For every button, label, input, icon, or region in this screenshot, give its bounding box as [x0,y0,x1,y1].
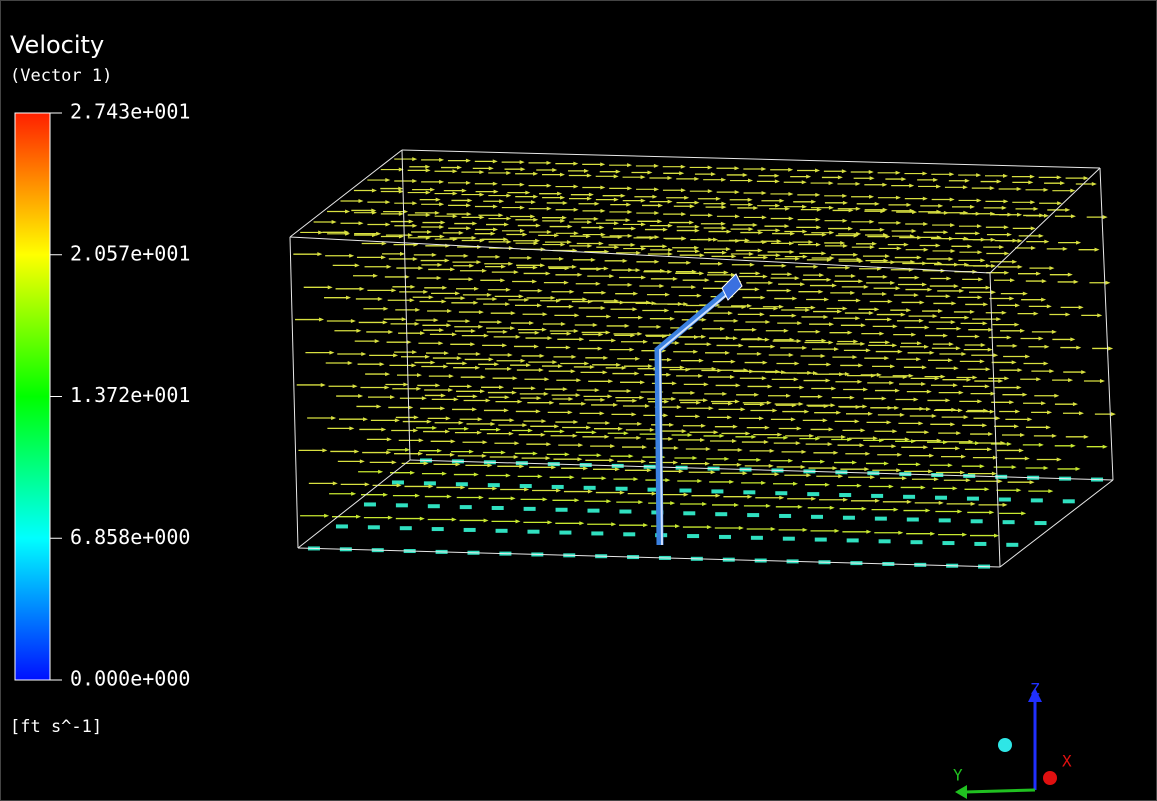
floor-vector [520,484,532,488]
floor-vector [1063,499,1075,503]
floor-vector [743,490,755,494]
floor-vector [903,495,915,499]
floor-vector [935,496,947,500]
legend-subtitle: (Vector 1) [10,66,112,86]
floor-vector [591,531,603,535]
legend-units: [ft s^-1] [10,717,102,737]
floor-vector [527,530,539,534]
floor-vector [679,489,691,493]
floor-vector [456,482,468,486]
floor-vector [719,535,731,539]
floor-vector [556,508,568,512]
viewer: Velocity (Vector 1) 2.743e+001 2.057e+001… [0,0,1157,801]
floor-vector [871,494,883,498]
floor-vector [336,524,348,528]
floor-vector [815,538,827,542]
floor-vector [839,493,851,497]
floor-vector [967,497,979,501]
x-label: X [1062,752,1072,771]
floor-vector [1031,498,1043,502]
floor-vector [428,504,440,508]
triad-origin-sphere [998,738,1012,752]
color-bar [15,113,50,680]
floor-vector [584,486,596,490]
floor-vector [879,539,891,543]
floor-vector [715,512,727,516]
y-label: Y [953,766,963,785]
floor-vector [974,542,986,546]
floor-vector [843,516,855,520]
floor-vector [524,507,536,511]
floor-vector [623,532,635,536]
floor-vector [1006,543,1018,547]
floor-vector [392,480,404,484]
floor-vector [942,541,954,545]
legend-label: 0.000e+000 [70,667,190,691]
floor-vector [783,537,795,541]
z-label: Z [1030,680,1040,699]
floor-vector [847,538,859,542]
floor-vector [400,526,412,530]
floor-vector [939,518,951,522]
floor-vector [552,485,564,489]
floor-vector [432,527,444,531]
y-axis [965,790,1035,792]
floor-vector [779,514,791,518]
floor-vector [559,531,571,535]
floor-vector [775,491,787,495]
floor-vector [1035,521,1047,525]
floor-vector [464,528,476,532]
floor-vector [711,489,723,493]
floor-vector [875,517,887,521]
floor-vector [911,540,923,544]
floor-vector [747,513,759,517]
floor-vector [811,515,823,519]
floor-vector [364,502,376,506]
x-axis [1043,771,1057,785]
legend-label: 2.057e+001 [70,241,190,265]
floor-vector [424,481,436,485]
floor-vector [807,492,819,496]
legend-title: Velocity [10,31,104,59]
floor-vector [999,498,1011,502]
legend-label: 6.858e+000 [70,525,190,549]
floor-vector [971,519,983,523]
legend-label: 1.372e+001 [70,383,190,407]
floor-vector [683,511,695,515]
floor-vector [460,505,472,509]
floor-vector [907,518,919,522]
floor-vector [687,534,699,538]
floor-vector [368,525,380,529]
floor-vector [492,506,504,510]
floor-vector [396,503,408,507]
floor-vector [616,487,628,491]
floor-vector [496,529,508,533]
floor-vector [488,483,500,487]
floor-vector [619,510,631,514]
floor-vector [751,536,763,540]
floor-vector [1003,520,1015,524]
floor-vector [587,509,599,513]
legend-label: 2.743e+001 [70,100,190,124]
